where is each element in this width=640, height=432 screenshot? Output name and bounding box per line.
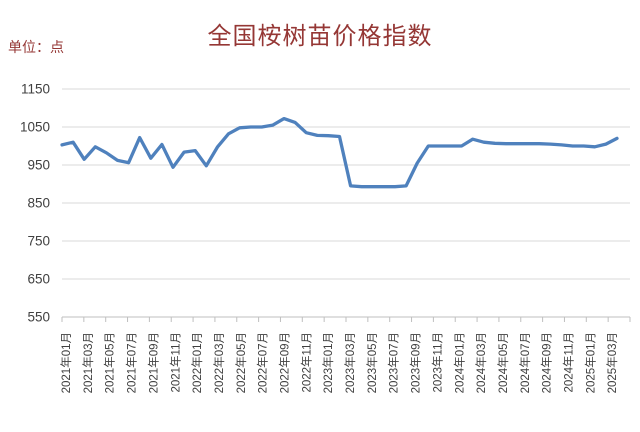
chart-title: 全国桉树苗价格指数 [207, 22, 433, 50]
x-axis-label: 2022年05月 [234, 332, 248, 393]
x-axis-label: 2021年11月 [168, 332, 182, 393]
x-axis-label: 2021年05月 [103, 332, 117, 393]
x-axis-label: 2024年03月 [474, 332, 488, 393]
y-axis-label: 1150 [21, 82, 50, 97]
x-axis-label: 2022年11月 [299, 332, 313, 393]
y-axis-label: 650 [27, 272, 50, 287]
x-axis-label: 2024年11月 [562, 332, 576, 393]
x-axis-label: 2023年05月 [365, 332, 379, 393]
x-axis-label: 2023年03月 [343, 332, 357, 393]
x-axis-label: 2024年01月 [452, 332, 466, 393]
x-axis-label: 2022年09月 [278, 332, 292, 393]
y-axis-label: 1050 [20, 120, 50, 135]
y-axis-label: 950 [27, 158, 50, 173]
y-axis-label: 550 [27, 310, 50, 325]
x-axis-label: 2021年01月 [59, 332, 73, 393]
x-axis-label: 2023年11月 [430, 332, 444, 393]
x-axis-label: 2024年05月 [496, 332, 510, 393]
x-axis-label: 2022年01月 [190, 332, 204, 393]
x-axis-label: 2022年07月 [256, 332, 270, 393]
x-axis-label: 2025年03月 [605, 332, 619, 393]
x-axis-label: 2023年09月 [409, 332, 423, 393]
y-axis-label: 750 [27, 234, 50, 249]
x-axis-label: 2023年01月 [321, 332, 335, 393]
x-axis-label: 2021年09月 [146, 332, 160, 393]
y-axis-label: 850 [27, 196, 50, 211]
unit-label: 单位：点 [8, 40, 64, 56]
x-axis-label: 2021年03月 [81, 332, 95, 393]
price-index-line [60, 116, 619, 189]
x-axis-label: 2025年01月 [583, 332, 597, 393]
x-axis-label: 2021年07月 [125, 332, 139, 393]
x-axis-label: 2023年07月 [387, 332, 401, 393]
x-axis-label: 2024年07月 [518, 332, 532, 393]
x-axis-label: 2022年03月 [212, 332, 226, 393]
x-axis-label: 2024年09月 [540, 332, 554, 393]
